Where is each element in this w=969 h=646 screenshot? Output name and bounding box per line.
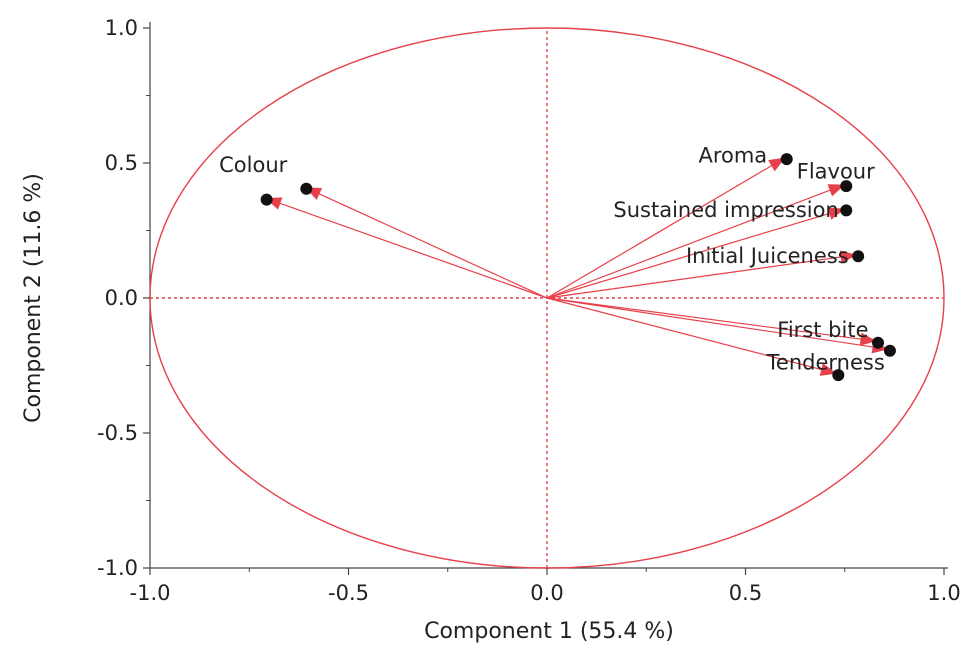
loading-vector [304, 186, 548, 299]
loading-vector [546, 208, 845, 299]
loading-point [852, 250, 865, 263]
y-axis-title: Component 2 (11.6 %) [21, 173, 46, 423]
y-tick-label: 0.0 [105, 286, 138, 310]
x-tick-label: 1.0 [927, 581, 960, 605]
variable-label: Sustained impression [613, 198, 838, 222]
y-tick-label: 1.0 [105, 16, 138, 40]
variable-label: First bite [777, 318, 868, 342]
loading-arrowhead [768, 157, 786, 172]
y-tick-label: -1.0 [97, 556, 138, 580]
loading-vector [264, 197, 548, 299]
loading-arrowhead [819, 363, 837, 376]
variable-label: Tenderness [766, 351, 885, 375]
y-tick-label: -0.5 [97, 421, 138, 445]
variable-label: Initial Juiceness [686, 244, 849, 268]
loading-arrowhead [859, 332, 877, 346]
loading-vector [546, 297, 889, 350]
loading-point [883, 344, 896, 357]
loading-point [872, 336, 885, 349]
loading-point [832, 369, 845, 382]
variable-label: Aroma [698, 144, 767, 168]
x-tick-label: -0.5 [328, 581, 369, 605]
loading-point [840, 204, 853, 217]
loading-vector [546, 184, 845, 299]
x-tick-label: 0.0 [530, 581, 563, 605]
x-tick-label: -1.0 [130, 581, 171, 605]
loading-point [300, 182, 313, 195]
loading-vector [546, 254, 857, 299]
loading-point [840, 180, 853, 193]
x-axis-title: Component 1 (55.4 %) [424, 619, 674, 644]
loading-vector [546, 157, 786, 299]
loading-point [780, 153, 793, 166]
variable-label: Colour [219, 153, 288, 177]
variable-label: Flavour [797, 160, 875, 184]
loading-arrowhead [839, 250, 857, 264]
loading-vector [546, 297, 877, 342]
loading-vector [546, 297, 837, 375]
loading-point [260, 193, 273, 206]
x-tick-label: 0.5 [729, 581, 762, 605]
y-tick-label: 0.5 [105, 151, 138, 175]
